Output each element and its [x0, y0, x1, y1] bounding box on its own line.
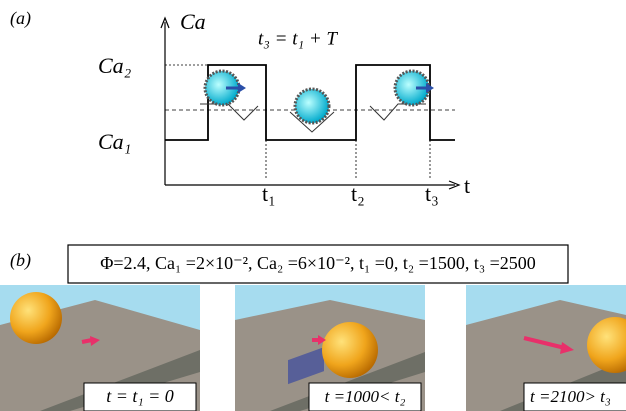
level-label: Ca₁ [98, 129, 131, 154]
parameters: Φ=2.4, Ca₁ =2×10⁻², Ca₂ =6×10⁻², t₁ =0, … [100, 253, 536, 273]
caption: t =2100> t₃ [530, 387, 611, 406]
y-axis-label: Ca [180, 9, 206, 34]
x-axis-label: t [464, 173, 470, 198]
caption: t =1000< t₂ [325, 387, 406, 406]
time-label: t₁ [262, 181, 276, 206]
equation: t₃ = t₁ + T [258, 28, 338, 49]
time-label: t₃ [425, 181, 439, 206]
figure: (a) Ca t₃ = t₁ + T Ca₂ Ca₁ t₁ t₂ t₃ t (b… [0, 0, 626, 411]
panel-label: (b) [10, 250, 31, 271]
caption: t = t₁ = 0 [106, 386, 174, 406]
level-label: Ca₂ [98, 53, 132, 78]
panel-label: (a) [10, 8, 31, 29]
guide-lines [165, 65, 430, 180]
droplets [200, 71, 434, 132]
time-label: t₂ [351, 181, 365, 206]
